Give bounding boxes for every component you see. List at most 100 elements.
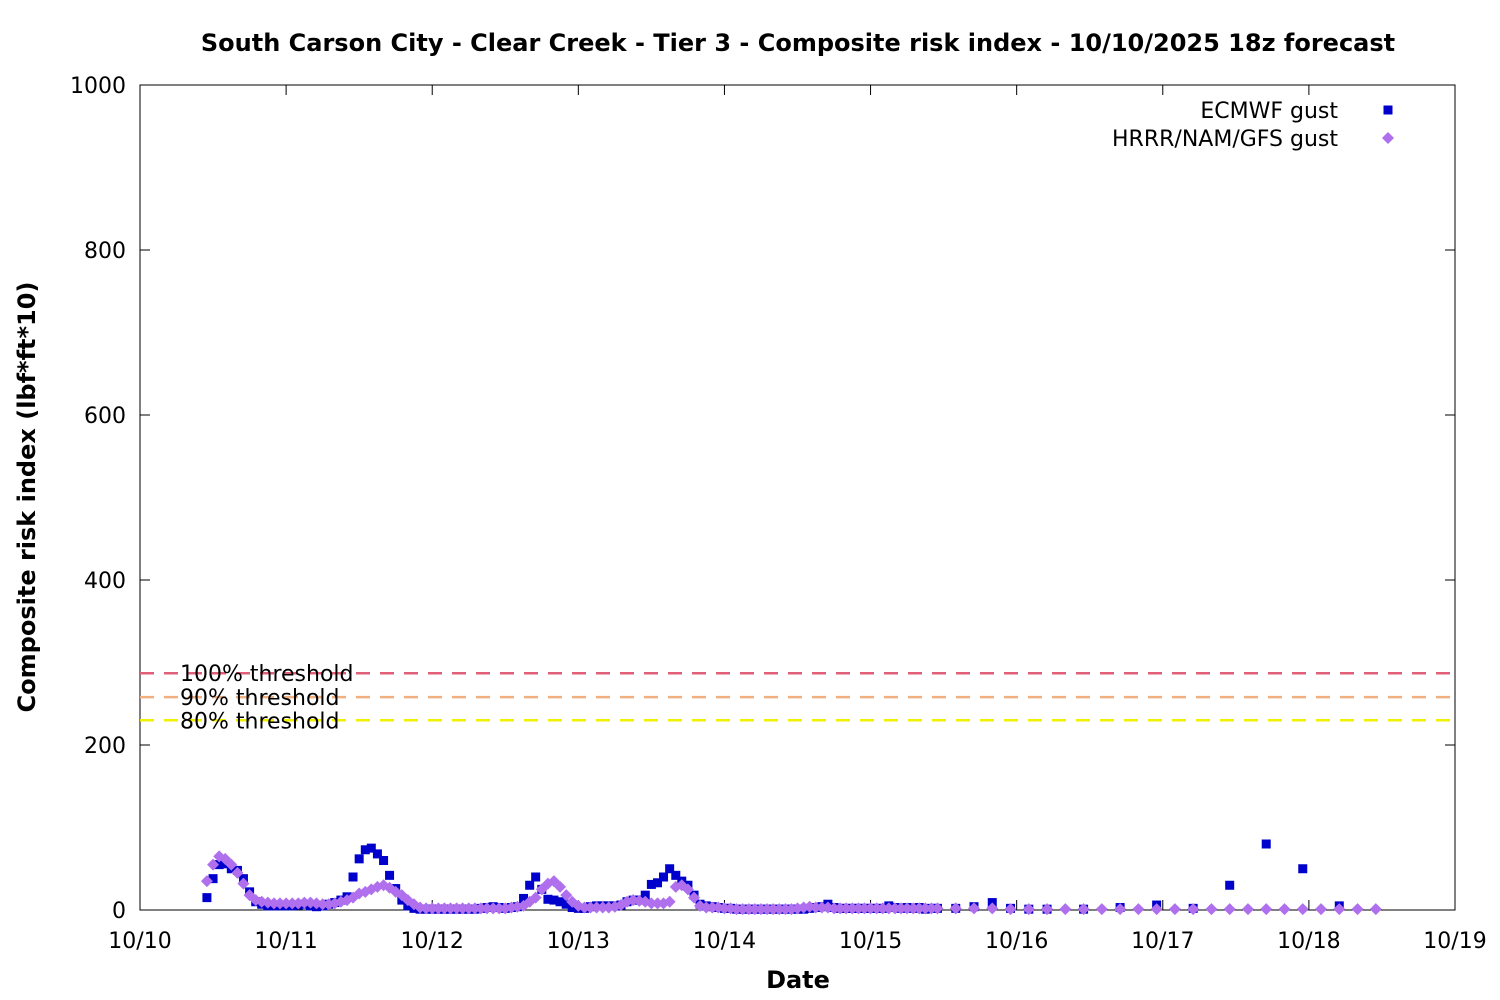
legend-entry-label: ECMWF gust <box>1200 99 1338 124</box>
data-point <box>828 902 841 915</box>
data-point <box>348 872 358 882</box>
data-point <box>882 902 895 915</box>
x-tick-label: 10/12 <box>401 929 464 954</box>
data-point <box>665 864 675 874</box>
data-point <box>214 860 224 870</box>
data-point <box>385 870 395 880</box>
y-tick-label: 200 <box>84 734 126 759</box>
y-tick-label: 600 <box>84 404 126 429</box>
data-point <box>919 902 932 915</box>
threshold-label: 80% threshold <box>180 709 340 734</box>
x-tick-label: 10/16 <box>985 929 1048 954</box>
data-point <box>1205 903 1218 916</box>
x-axis: 10/10 10/11 10/12 10/13 10/14 10/15 10/16 10/17… <box>108 85 1487 954</box>
legend: ECMWF gust HRRR/NAM/GFS gust <box>1112 99 1394 152</box>
data-point <box>280 897 293 910</box>
data-point <box>640 890 650 900</box>
data-point <box>273 897 286 910</box>
data-point <box>1077 903 1090 916</box>
data-point <box>681 883 694 896</box>
legend-entry-label: HRRR/NAM/GFS gust <box>1112 127 1338 152</box>
y-tick-label: 1000 <box>70 74 126 99</box>
data-point <box>231 866 244 879</box>
data-point <box>1168 903 1181 916</box>
data-point <box>646 879 656 889</box>
data-point <box>590 901 603 914</box>
data-point <box>379 856 389 865</box>
data-point <box>754 903 767 916</box>
data-point <box>748 903 761 916</box>
data-point <box>809 901 822 914</box>
data-point <box>200 875 213 888</box>
legend-marker <box>1382 132 1394 144</box>
data-point <box>474 902 487 915</box>
data-point <box>1298 864 1308 874</box>
data-point <box>1114 903 1127 916</box>
data-point <box>298 896 311 909</box>
data-point <box>525 880 535 890</box>
data-point <box>1261 839 1271 849</box>
data-point <box>913 902 926 915</box>
data-point <box>1132 903 1145 916</box>
y-axis: 0 200 400 600 800 1000 <box>70 74 1455 924</box>
data-point <box>1095 903 1108 916</box>
data-point <box>561 899 571 909</box>
x-tick-label: 10/10 <box>108 929 171 954</box>
data-point <box>1041 903 1054 916</box>
plot-border <box>139 84 1456 911</box>
y-axis-label: Composite risk index (lbf*ft*10) <box>13 282 41 713</box>
data-point <box>1022 903 1035 916</box>
data-point <box>730 903 743 916</box>
data-point <box>931 902 944 915</box>
data-point <box>207 858 220 871</box>
data-point <box>645 897 658 910</box>
data-point <box>1278 903 1291 916</box>
data-point <box>901 902 914 915</box>
data-point <box>659 872 669 882</box>
x-tick-label: 10/19 <box>1423 929 1486 954</box>
data-point <box>718 902 731 915</box>
x-tick-label: 10/14 <box>693 929 756 954</box>
data-point <box>438 902 451 915</box>
data-point <box>481 902 494 915</box>
data-point <box>1225 880 1235 890</box>
x-tick-label: 10/13 <box>547 929 610 954</box>
data-point <box>653 878 663 888</box>
data-point <box>846 902 859 915</box>
x-tick-label: 10/18 <box>1277 929 1340 954</box>
data-point <box>1223 903 1236 916</box>
data-point <box>671 870 681 880</box>
data-point <box>1004 903 1017 916</box>
data-point <box>773 903 786 916</box>
data-point <box>225 858 238 871</box>
data-point <box>1150 903 1163 916</box>
data-series <box>200 839 1382 916</box>
data-point <box>237 877 250 890</box>
data-point <box>554 880 567 893</box>
data-point <box>456 902 469 915</box>
data-point <box>560 889 573 902</box>
data-point <box>420 902 433 915</box>
data-point <box>876 902 889 915</box>
x-tick-label: 10/15 <box>839 929 902 954</box>
data-point <box>462 902 475 915</box>
data-point <box>208 874 218 884</box>
data-point <box>1241 903 1254 916</box>
data-point <box>700 901 713 914</box>
data-point <box>1315 903 1328 916</box>
data-point <box>202 893 212 903</box>
series-ecmwf-gust <box>202 839 1344 914</box>
plot-frame <box>139 84 1456 911</box>
data-point <box>493 902 506 915</box>
series-hrrr-nam-gfs-gust <box>200 850 1382 916</box>
data-point <box>688 891 701 904</box>
data-point <box>894 902 907 915</box>
data-point <box>949 902 962 915</box>
threshold-label: 100% threshold <box>180 662 354 687</box>
data-point <box>663 895 676 908</box>
data-point <box>858 902 871 915</box>
data-point <box>1059 903 1072 916</box>
data-point <box>1260 903 1273 916</box>
